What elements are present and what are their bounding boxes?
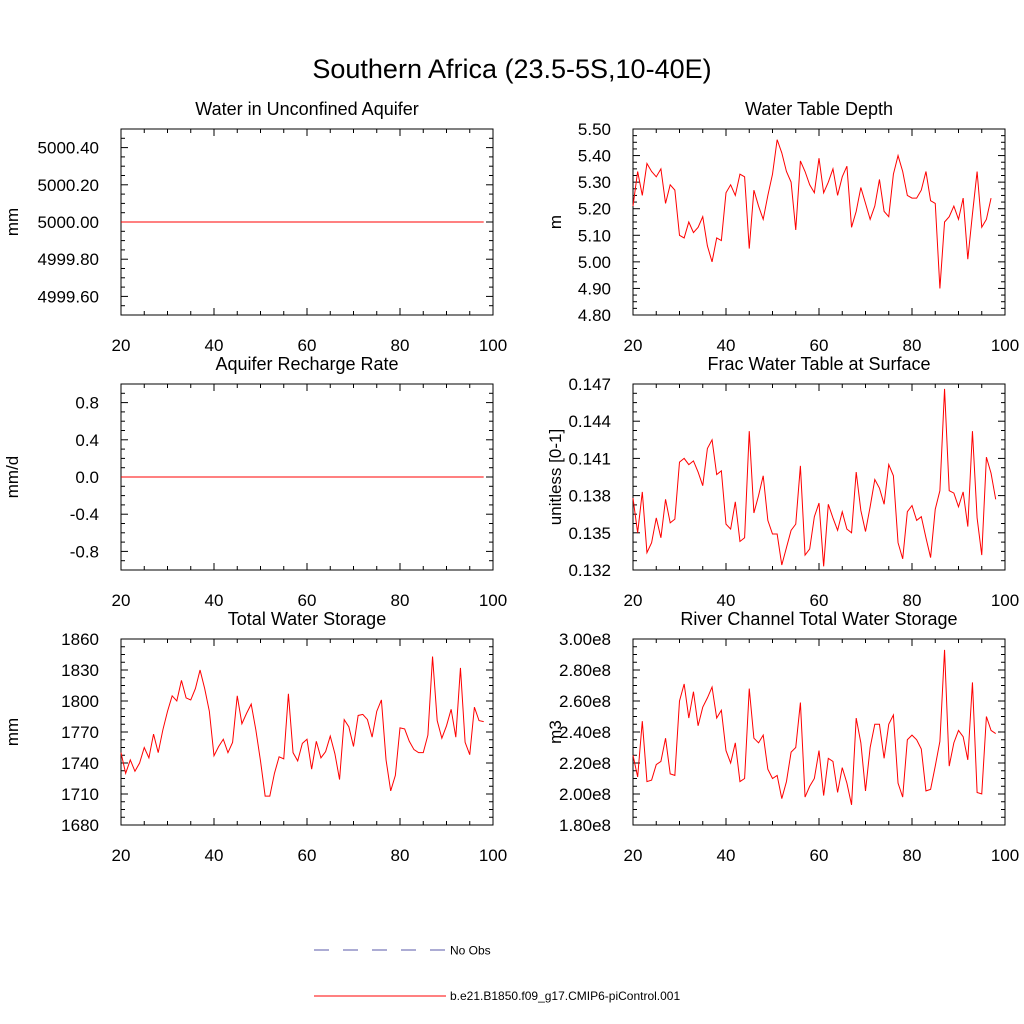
legend-model-label: b.e21.B1850.f09_g17.CMIP6-piControl.001 bbox=[450, 989, 680, 1003]
x-tick-label: 20 bbox=[624, 846, 643, 865]
y-tick-label: 4999.60 bbox=[38, 287, 99, 306]
y-axis-label: unitless [0-1] bbox=[546, 429, 565, 525]
panel-title: Water Table Depth bbox=[745, 99, 893, 119]
panels-group: 20 40 60 80 100 4999.60 4999.80 5000.00 5000.20 5… bbox=[3, 99, 1019, 865]
y-tick-label: 0.0 bbox=[75, 468, 99, 487]
y-tick-label: 2.40e8 bbox=[559, 723, 611, 742]
panel-6: 20 40 60 80 100 1.80e8 2.00e8 2.20e8 2.40e8 2.60e… bbox=[546, 609, 1019, 865]
panel-1: 20 40 60 80 100 4999.60 4999.80 5000.00 5000.20 5… bbox=[3, 99, 507, 355]
y-tick-label: 1770 bbox=[61, 723, 99, 742]
y-tick-label: 5000.40 bbox=[38, 139, 99, 158]
y-tick-label: 0.8 bbox=[75, 394, 99, 413]
x-tick-label: 60 bbox=[810, 846, 829, 865]
panel-title: Water in Unconfined Aquifer bbox=[195, 99, 418, 119]
x-tick-label: 100 bbox=[479, 846, 507, 865]
y-tick-label: 5.40 bbox=[578, 147, 611, 166]
y-axis-label: m bbox=[546, 215, 565, 229]
y-tick-label: 3.00e8 bbox=[559, 630, 611, 649]
x-tick-label: 20 bbox=[624, 591, 643, 610]
y-tick-label: 0.138 bbox=[568, 487, 611, 506]
y-tick-label: 5.00 bbox=[578, 253, 611, 272]
y-tick-label: 1.80e8 bbox=[559, 816, 611, 835]
y-tick-label: -0.4 bbox=[70, 505, 99, 524]
x-tick-label: 20 bbox=[624, 336, 643, 355]
panel-4: 20 40 60 80 100 0.132 0.135 0.138 0.141 0.144 0.14… bbox=[546, 354, 1019, 610]
y-tick-label: 4.90 bbox=[578, 279, 611, 298]
plot-frame bbox=[632, 638, 1006, 826]
panel-2: 20 40 60 80 100 4.80 4.90 5.00 5.10 5.20 5.30 5.40 5… bbox=[546, 99, 1019, 355]
y-tick-label: 0.132 bbox=[568, 561, 611, 580]
x-tick-label: 80 bbox=[903, 591, 922, 610]
y-tick-label: 1680 bbox=[61, 816, 99, 835]
panel-title: Frac Water Table at Surface bbox=[707, 354, 930, 374]
y-tick-label: 4999.80 bbox=[38, 250, 99, 269]
x-tick-label: 60 bbox=[298, 591, 317, 610]
y-tick-label: 5.20 bbox=[578, 200, 611, 219]
x-tick-label: 40 bbox=[205, 846, 224, 865]
legend-obs-label: No Obs bbox=[450, 944, 491, 958]
y-axis-label: mm bbox=[3, 208, 22, 236]
y-tick-label: 5000.00 bbox=[38, 213, 99, 232]
plot-frame bbox=[632, 383, 1006, 571]
y-tick-label: -0.8 bbox=[70, 542, 99, 561]
y-tick-label: 0.144 bbox=[568, 412, 611, 431]
x-tick-label: 60 bbox=[298, 846, 317, 865]
y-tick-label: 1740 bbox=[61, 754, 99, 773]
y-axis-label: mm bbox=[3, 718, 22, 746]
y-tick-label: 1830 bbox=[61, 661, 99, 680]
x-tick-label: 80 bbox=[903, 336, 922, 355]
legend: No Obs b.e21.B1850.f09_g17.CMIP6-piContr… bbox=[314, 944, 680, 1003]
x-tick-label: 100 bbox=[479, 591, 507, 610]
x-tick-label: 40 bbox=[717, 336, 736, 355]
x-tick-label: 80 bbox=[391, 336, 410, 355]
x-tick-label: 60 bbox=[810, 336, 829, 355]
x-tick-label: 40 bbox=[717, 591, 736, 610]
x-tick-label: 100 bbox=[479, 336, 507, 355]
series-line bbox=[632, 388, 997, 567]
x-tick-label: 60 bbox=[810, 591, 829, 610]
y-tick-label: 0.135 bbox=[568, 524, 611, 543]
x-tick-label: 80 bbox=[903, 846, 922, 865]
x-tick-label: 80 bbox=[391, 591, 410, 610]
series-line bbox=[632, 649, 996, 805]
x-tick-label: 60 bbox=[298, 336, 317, 355]
x-tick-label: 20 bbox=[112, 336, 131, 355]
plot-frame bbox=[120, 638, 494, 826]
y-tick-label: 2.00e8 bbox=[559, 785, 611, 804]
y-tick-label: 1800 bbox=[61, 692, 99, 711]
x-tick-label: 20 bbox=[112, 591, 131, 610]
panel-5: 20 40 60 80 100 1680 1710 1740 1770 1800 1830 1860 T… bbox=[3, 609, 507, 865]
panel-title: River Channel Total Water Storage bbox=[680, 609, 957, 629]
y-tick-label: 1860 bbox=[61, 630, 99, 649]
x-tick-label: 100 bbox=[991, 591, 1019, 610]
y-axis-label: m3 bbox=[546, 720, 565, 744]
x-tick-label: 100 bbox=[991, 336, 1019, 355]
y-tick-label: 5.10 bbox=[578, 226, 611, 245]
y-tick-label: 2.80e8 bbox=[559, 661, 611, 680]
y-tick-label: 5.50 bbox=[578, 120, 611, 139]
x-tick-label: 40 bbox=[717, 846, 736, 865]
x-tick-label: 40 bbox=[205, 591, 224, 610]
figure-title: Southern Africa (23.5-5S,10-40E) bbox=[312, 54, 711, 84]
y-tick-label: 1710 bbox=[61, 785, 99, 804]
y-tick-label: 0.4 bbox=[75, 431, 99, 450]
y-axis-label: mm/d bbox=[3, 456, 22, 499]
x-tick-label: 20 bbox=[112, 846, 131, 865]
y-tick-label: 5000.20 bbox=[38, 176, 99, 195]
y-tick-label: 2.20e8 bbox=[559, 754, 611, 773]
y-tick-label: 4.80 bbox=[578, 306, 611, 325]
series-line bbox=[120, 656, 484, 797]
x-tick-label: 100 bbox=[991, 846, 1019, 865]
y-tick-label: 5.30 bbox=[578, 173, 611, 192]
series-line bbox=[632, 139, 992, 289]
y-tick-label: 2.60e8 bbox=[559, 692, 611, 711]
x-tick-label: 80 bbox=[391, 846, 410, 865]
panel-3: 20 40 60 80 100 -0.8 -0.4 0.0 0.4 0.8 Aquifer Rech… bbox=[3, 354, 507, 610]
y-tick-label: 0.147 bbox=[568, 375, 611, 394]
y-tick-label: 0.141 bbox=[568, 449, 611, 468]
panel-title: Aquifer Recharge Rate bbox=[215, 354, 398, 374]
x-tick-label: 40 bbox=[205, 336, 224, 355]
panel-title: Total Water Storage bbox=[228, 609, 386, 629]
